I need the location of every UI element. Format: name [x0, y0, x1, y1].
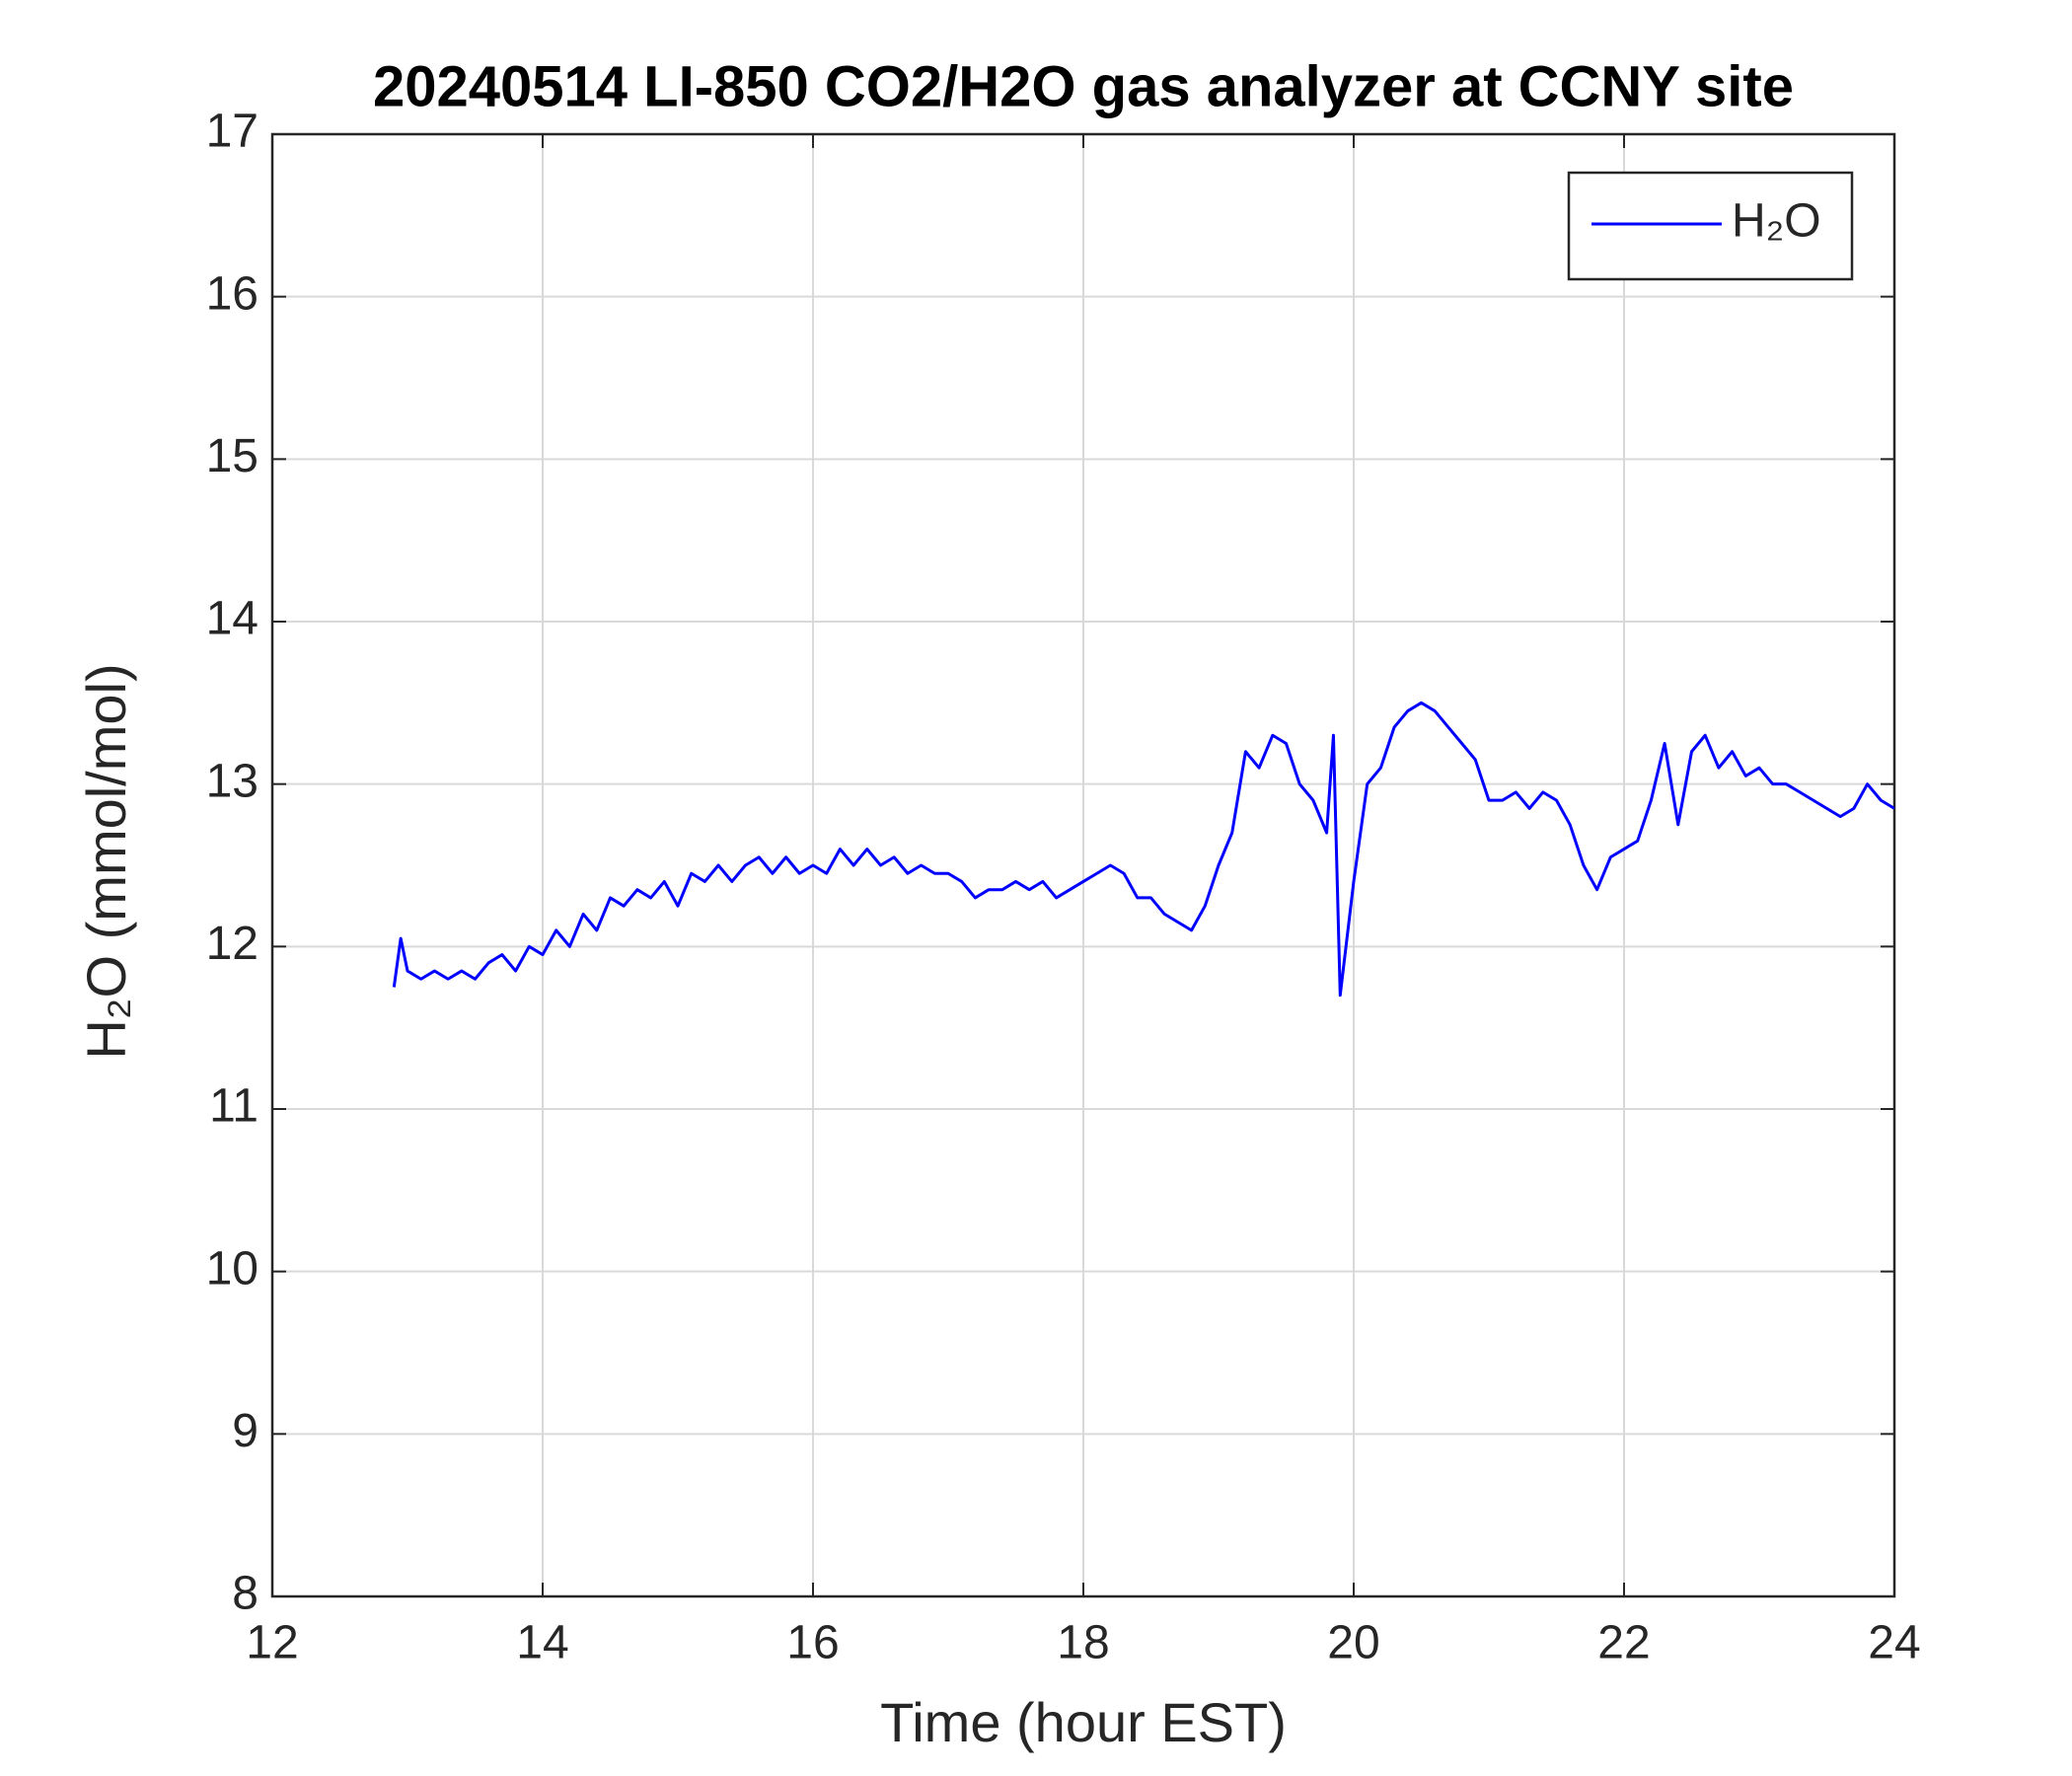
y-tick-label: 13 [206, 755, 259, 807]
x-tick-label: 12 [246, 1617, 298, 1669]
legend-label: H₂O [1732, 195, 1821, 248]
y-tick-label: 15 [206, 430, 259, 482]
y-tick-label: 10 [206, 1242, 259, 1295]
x-tick-label: 16 [786, 1617, 839, 1669]
y-tick-label: 17 [206, 106, 259, 158]
legend-box [1567, 171, 1854, 281]
chart-title: 20240514 LI-850 CO2/H2O gas analyzer at … [373, 54, 1794, 118]
x-tick-label: 18 [1057, 1617, 1109, 1669]
y-tick-label: 16 [206, 267, 259, 320]
y-tick-label: 8 [232, 1568, 259, 1620]
y-tick-label: 12 [206, 918, 259, 970]
y-tick-label: 11 [209, 1080, 259, 1133]
x-tick-label: 20 [1327, 1617, 1379, 1669]
data-line [392, 701, 1895, 998]
y-tick-label: 9 [232, 1405, 259, 1457]
y-axis-label: H₂O (mmol/mol) [75, 663, 137, 1059]
x-tick-label: 24 [1868, 1617, 1920, 1669]
x-axis-label: Time (hour EST) [880, 1691, 1287, 1753]
x-tick-label: 22 [1597, 1617, 1650, 1669]
y-tick-label: 14 [206, 593, 259, 645]
axes-box [270, 132, 1896, 1598]
x-tick-label: 14 [516, 1617, 568, 1669]
